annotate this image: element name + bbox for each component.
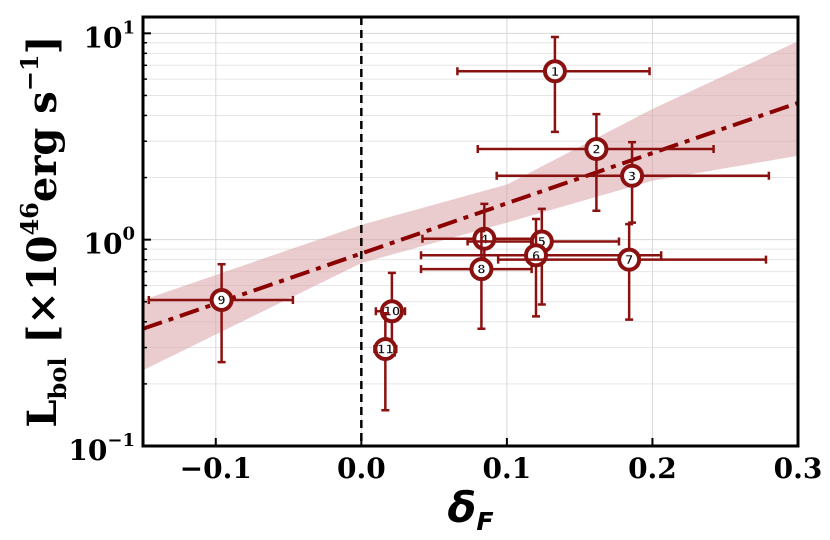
point-label: 11 bbox=[377, 343, 394, 357]
point bbox=[617, 247, 642, 272]
y-error-bar bbox=[592, 112, 601, 213]
point bbox=[620, 163, 645, 188]
point-label: 9 bbox=[217, 294, 225, 308]
y-axis-label-part: bol bbox=[43, 358, 72, 400]
y-axis-label-part: [×10 bbox=[19, 236, 66, 358]
point-label: 7 bbox=[625, 253, 633, 267]
y-error-bar bbox=[217, 263, 226, 364]
y-tick-label: 100 bbox=[84, 224, 136, 261]
point-label: 10 bbox=[384, 305, 401, 319]
y-tick-exponent: −1 bbox=[107, 430, 135, 451]
point bbox=[542, 59, 567, 84]
x-tick-label: 0.2 bbox=[628, 452, 677, 485]
confidence-band bbox=[143, 41, 798, 371]
point-label: 5 bbox=[538, 235, 546, 249]
y-tick-base: 10 bbox=[68, 434, 107, 467]
y-axis-label-part: L bbox=[19, 399, 66, 427]
y-tick-base: 10 bbox=[84, 228, 123, 261]
fit-line bbox=[142, 101, 799, 331]
y-tick-exponent: 0 bbox=[122, 224, 135, 245]
point bbox=[472, 226, 497, 251]
y-error-bar bbox=[532, 217, 540, 318]
point bbox=[373, 337, 398, 362]
point bbox=[209, 288, 234, 313]
x-axis-label-part: F bbox=[476, 507, 493, 536]
y-tick-base: 10 bbox=[84, 21, 123, 54]
y-axis-label: Lbol [×1046erg s−1] bbox=[15, 35, 72, 427]
x-axis-label-part: δ bbox=[447, 483, 476, 532]
y-error-bar bbox=[625, 222, 634, 321]
point-label: 3 bbox=[628, 169, 636, 183]
x-tick-label: 0.1 bbox=[483, 452, 532, 485]
point-label: 2 bbox=[592, 143, 600, 157]
y-error-bar bbox=[550, 35, 559, 134]
x-axis-label: δF bbox=[447, 483, 493, 536]
point bbox=[379, 299, 404, 324]
point bbox=[469, 257, 494, 282]
y-tick-label: 101 bbox=[84, 17, 136, 54]
y-error-bar bbox=[381, 311, 390, 412]
y-axis-label-part: −1 bbox=[15, 54, 44, 91]
y-axis-label-part: 46 bbox=[15, 202, 44, 235]
point bbox=[584, 137, 609, 162]
y-tick-label: 10−1 bbox=[68, 430, 135, 467]
point-label: 8 bbox=[477, 263, 485, 277]
x-tick-label: 0.3 bbox=[774, 452, 823, 485]
plot-frame bbox=[141, 15, 800, 448]
point-label: 6 bbox=[532, 249, 540, 263]
x-tick-label: 0.0 bbox=[337, 452, 386, 485]
point-label: 1 bbox=[551, 65, 559, 79]
y-axis-label-part: ] bbox=[19, 35, 66, 54]
y-axis-label-part: erg s bbox=[19, 91, 66, 202]
y-tick-exponent: 1 bbox=[122, 17, 135, 38]
point-label: 4 bbox=[480, 232, 488, 246]
x-tick-label: −0.1 bbox=[180, 452, 252, 485]
